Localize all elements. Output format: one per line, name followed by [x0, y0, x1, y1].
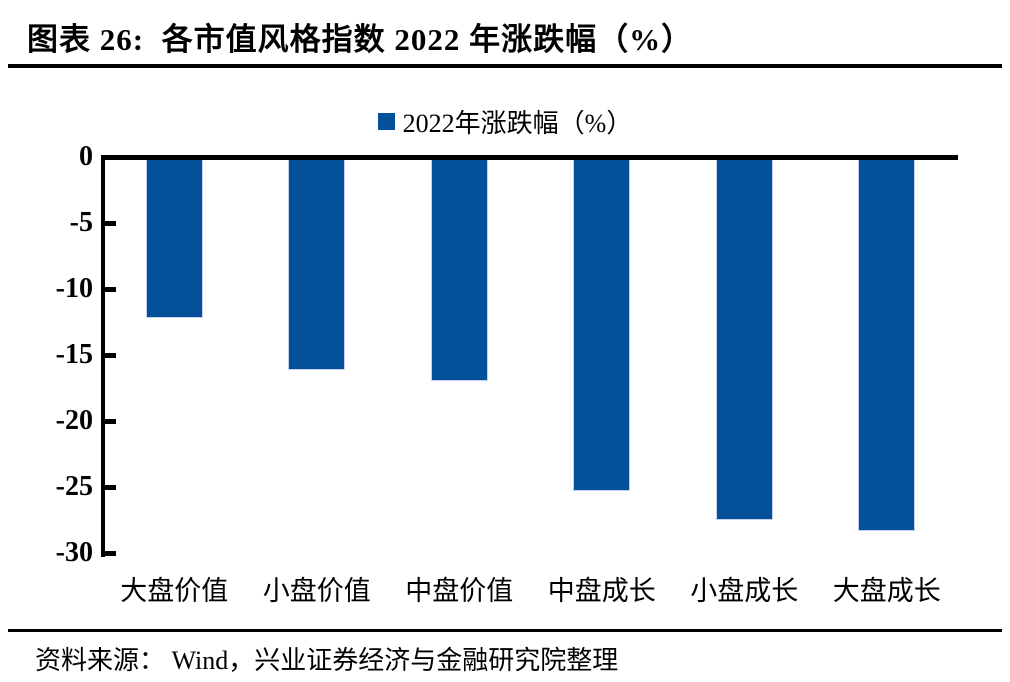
figure-title: 图表 26: 各市值风格指数 2022 年涨跌幅（%） [27, 22, 694, 57]
y-axis-tick [101, 286, 116, 292]
bar-中盘价值 [430, 157, 488, 382]
x-axis-label-中盘成长: 中盘成长 [547, 576, 656, 606]
source-note: 资料来源： Wind，兴业证券经济与金融研究院整理 [35, 646, 619, 675]
bar-小盘成长 [715, 157, 773, 520]
bar-小盘价值 [288, 157, 346, 370]
y-axis-tick [101, 220, 116, 226]
y-axis-tick-label: -5 [69, 207, 93, 238]
legend-label: 2022年涨跌幅（%） [402, 109, 633, 138]
x-axis-label-小盘价值: 小盘价值 [262, 576, 371, 606]
chart-legend: 2022年涨跌幅（%） [0, 103, 1010, 140]
bar-中盘成长 [573, 157, 631, 491]
y-axis-tick [101, 550, 116, 556]
x-axis-label-大盘成长: 大盘成长 [832, 576, 941, 606]
source-divider [8, 629, 1002, 632]
y-axis-tick-label: -15 [55, 339, 93, 370]
bar-大盘价值 [145, 157, 203, 319]
y-axis-tick-label: -25 [55, 471, 93, 502]
x-axis-zero-line [101, 155, 958, 160]
y-axis-tick-label: -10 [55, 273, 93, 304]
y-axis-tick [101, 484, 116, 490]
x-axis-label-小盘成长: 小盘成长 [690, 576, 799, 606]
legend-swatch-icon [377, 113, 395, 130]
y-axis-tick-label: -30 [55, 537, 93, 568]
y-axis-tick [101, 418, 116, 424]
y-axis-tick-label: -20 [55, 405, 93, 436]
y-axis-tick-label: 0 [79, 141, 93, 172]
x-axis-label-大盘价值: 大盘价值 [120, 576, 229, 606]
y-axis-tick [101, 352, 116, 358]
x-axis-label-中盘价值: 中盘价值 [405, 576, 514, 606]
title-divider [8, 64, 1002, 68]
bar-大盘成长 [858, 157, 916, 531]
